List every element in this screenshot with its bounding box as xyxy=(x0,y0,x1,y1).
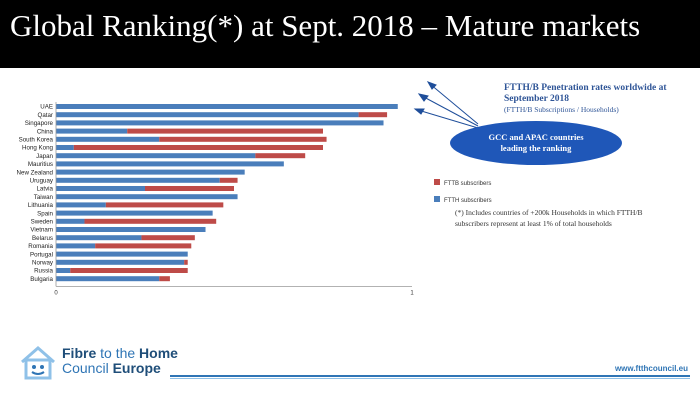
bar-ftth-china xyxy=(56,128,128,134)
bar-ftth-qatar xyxy=(56,112,359,118)
bar-fttb-china xyxy=(127,128,323,134)
bar-fttb-hong-kong xyxy=(73,145,323,150)
callout-ellipse xyxy=(450,121,622,165)
category-label-latvia: Latvia xyxy=(36,186,53,193)
category-label-japan: Japan xyxy=(36,153,53,160)
footnote-line2: subscribers represent at least 1% of tot… xyxy=(455,219,612,228)
legend-swatch-fttb xyxy=(434,179,440,185)
category-label-russia: Russia xyxy=(34,268,53,275)
bar-fttb-bulgaria xyxy=(159,276,170,282)
brand-home: Home xyxy=(139,345,178,361)
bar-ftth-russia xyxy=(56,268,71,273)
bar-ftth-norway xyxy=(56,259,185,265)
x-tick-label-0: 0 xyxy=(54,290,58,296)
brand-wordmark: Fibre to the Home Council Europe xyxy=(62,346,178,376)
category-label-new-zealand: New Zealand xyxy=(17,169,54,176)
bar-ftth-portugal xyxy=(56,251,188,257)
category-label-romania: Romania xyxy=(28,243,53,250)
bar-fttb-belarus xyxy=(141,235,195,241)
legend-swatch-ftth xyxy=(434,196,440,202)
brand-council: Council xyxy=(62,360,109,376)
category-label-taiwan: Taiwan xyxy=(34,194,54,201)
annotation-title-line1: FTTH/B Penetration rates worldwide at xyxy=(504,83,667,93)
category-label-vietnam: Vietnam xyxy=(30,227,53,234)
bar-ftth-singapore xyxy=(56,120,384,126)
bar-ftth-hong-kong xyxy=(56,145,74,150)
bar-group xyxy=(56,104,398,282)
bar-ftth-mauritius xyxy=(56,161,284,167)
bar-ftth-vietnam xyxy=(56,227,206,232)
category-label-uruguay: Uruguay xyxy=(30,178,54,185)
category-label-portugal: Portugal xyxy=(30,251,53,258)
bar-ftth-uae xyxy=(56,104,398,109)
callout-line2: leading the ranking xyxy=(501,143,573,153)
bar-ftth-lithuania xyxy=(56,202,106,208)
bar-ftth-spain xyxy=(56,210,213,216)
brand-fibre: Fibre xyxy=(62,345,97,361)
bar-ftth-belarus xyxy=(56,235,142,241)
bar-fttb-south-korea xyxy=(159,136,327,142)
category-label-sweden: Sweden xyxy=(31,219,54,226)
bar-ftth-romania xyxy=(56,243,96,249)
footer: Fibre to the Home Council Europe www.ftt… xyxy=(0,334,700,400)
brand-europe: Europe xyxy=(112,360,161,376)
bar-ftth-taiwan xyxy=(56,194,238,200)
bar-ftth-south-korea xyxy=(56,136,160,142)
category-label-lithuania: Lithuania xyxy=(28,202,54,209)
legend-label-ftth: FTTH subscribers xyxy=(444,198,492,204)
brand-to-the: to the xyxy=(100,345,136,361)
callout-line1: GCC and APAC countries xyxy=(489,132,585,142)
category-label-mauritius: Mauritius xyxy=(28,161,53,168)
slide-title: Global Ranking(*) at Sept. 2018 – Mature… xyxy=(10,8,641,43)
bar-fttb-uruguay xyxy=(219,177,238,183)
bar-fttb-japan xyxy=(255,153,306,159)
bar-fttb-latvia xyxy=(145,186,234,191)
bar-ftth-uruguay xyxy=(56,177,220,183)
category-label-hong-kong: Hong Kong xyxy=(22,145,54,152)
callout-arrows xyxy=(413,81,479,129)
category-label-south-korea: South Korea xyxy=(19,137,54,144)
bar-ftth-latvia xyxy=(56,186,145,191)
category-label-qatar: Qatar xyxy=(38,112,53,119)
category-label-spain: Spain xyxy=(37,210,53,217)
annotation-subtitle: (FTTH/B Subscriptions / Households) xyxy=(504,105,619,114)
house-logo-icon xyxy=(21,346,55,380)
bar-fttb-russia xyxy=(70,268,188,273)
bar-ftth-new-zealand xyxy=(56,169,245,175)
footer-url[interactable]: www.ftthcouncil.eu xyxy=(614,364,688,373)
annotation-title-line2: September 2018 xyxy=(504,94,569,104)
bar-fttb-qatar xyxy=(358,112,388,118)
bar-ftth-japan xyxy=(56,153,256,159)
footer-rule xyxy=(170,375,690,377)
category-label-belarus: Belarus xyxy=(32,235,53,242)
bar-ftth-bulgaria xyxy=(56,276,160,282)
bar-fttb-romania xyxy=(95,243,192,249)
footer-rule-thin xyxy=(170,378,690,379)
footnote-line1: (*) Includes countries of +200k Househol… xyxy=(455,208,643,217)
category-label-uae: UAE xyxy=(40,104,53,111)
category-label-bulgaria: Bulgaria xyxy=(30,276,53,283)
slide-header: Global Ranking(*) at Sept. 2018 – Mature… xyxy=(0,0,700,68)
category-label-norway: Norway xyxy=(32,260,54,267)
bar-ftth-sweden xyxy=(56,218,85,224)
x-tick-label-1: 1 xyxy=(410,290,414,296)
category-label-singapore: Singapore xyxy=(25,120,54,127)
bar-fttb-norway xyxy=(184,259,188,265)
bar-fttb-lithuania xyxy=(105,202,224,208)
legend-label-fttb: FTTB subscribers xyxy=(444,181,491,187)
legend: FTTB subscribers FTTH subscribers xyxy=(434,179,492,204)
bar-fttb-sweden xyxy=(84,218,217,224)
category-label-china: China xyxy=(37,128,54,135)
